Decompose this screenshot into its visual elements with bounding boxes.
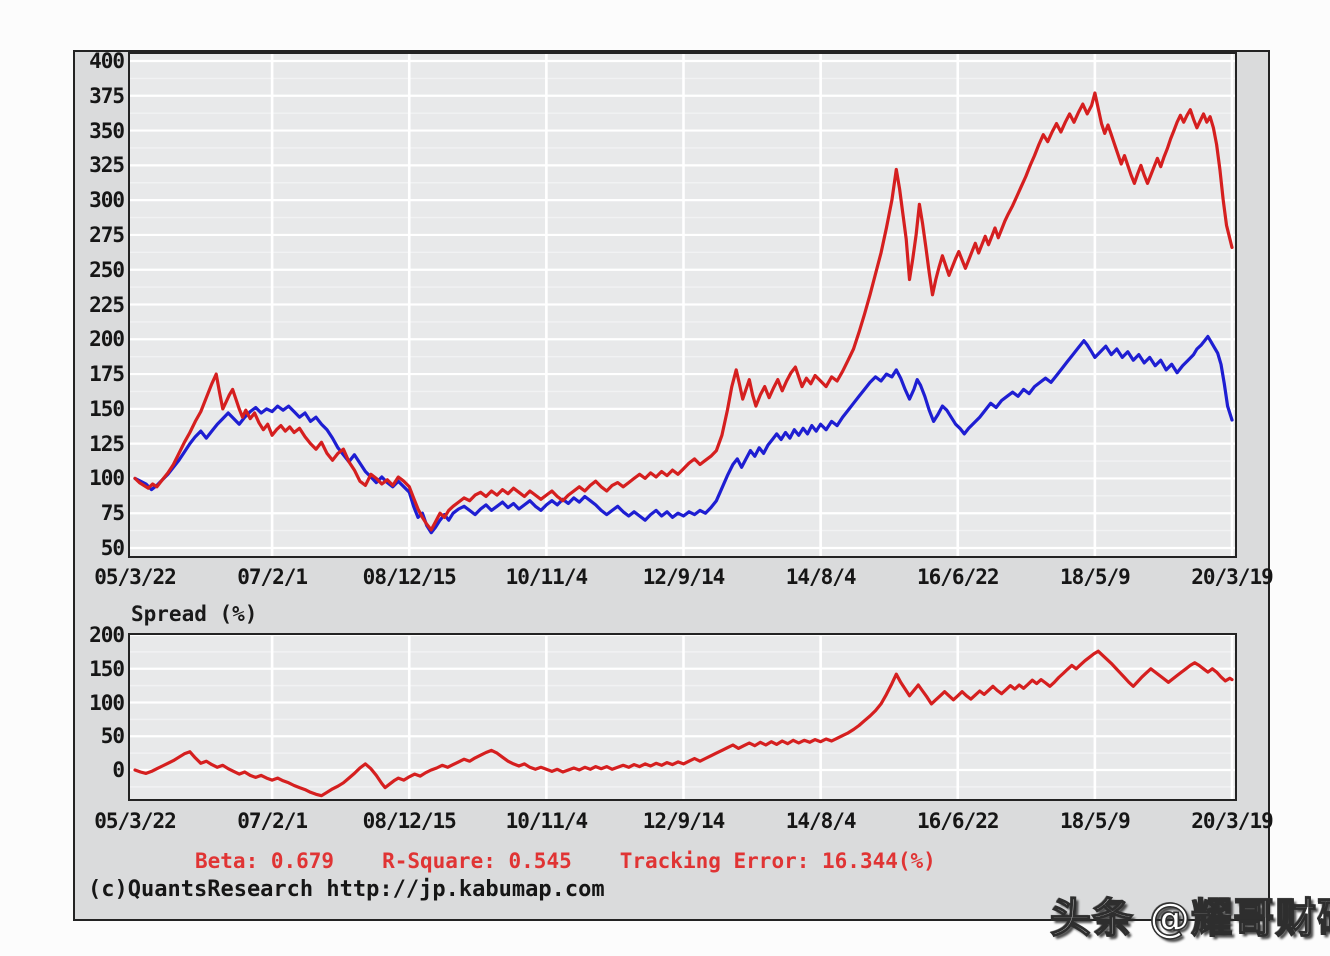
rsquare-stat: R-Square: 0.545 (382, 849, 572, 873)
plot-border (128, 633, 1237, 801)
plot-border (128, 52, 1237, 558)
toutiao-watermark: 头条 @耀哥财研 (1049, 893, 1330, 943)
blue-series-line (133, 334, 1234, 535)
performance-chart (128, 52, 1237, 558)
red-series-line (133, 91, 1234, 532)
copyright-credit: (c)QuantsResearch http://jp.kabumap.com (88, 877, 605, 902)
beta-stat: Beta: 0.679 (195, 849, 335, 873)
spread-series-line (133, 649, 1234, 798)
tracking-error-stat: Tracking Error: 16.344(%) (619, 849, 936, 873)
spread-panel-title: Spread (%) (131, 602, 258, 626)
spread-chart (128, 633, 1237, 801)
regression-stats: Beta: 0.679 R-Square: 0.545 Tracking Err… (195, 849, 936, 873)
